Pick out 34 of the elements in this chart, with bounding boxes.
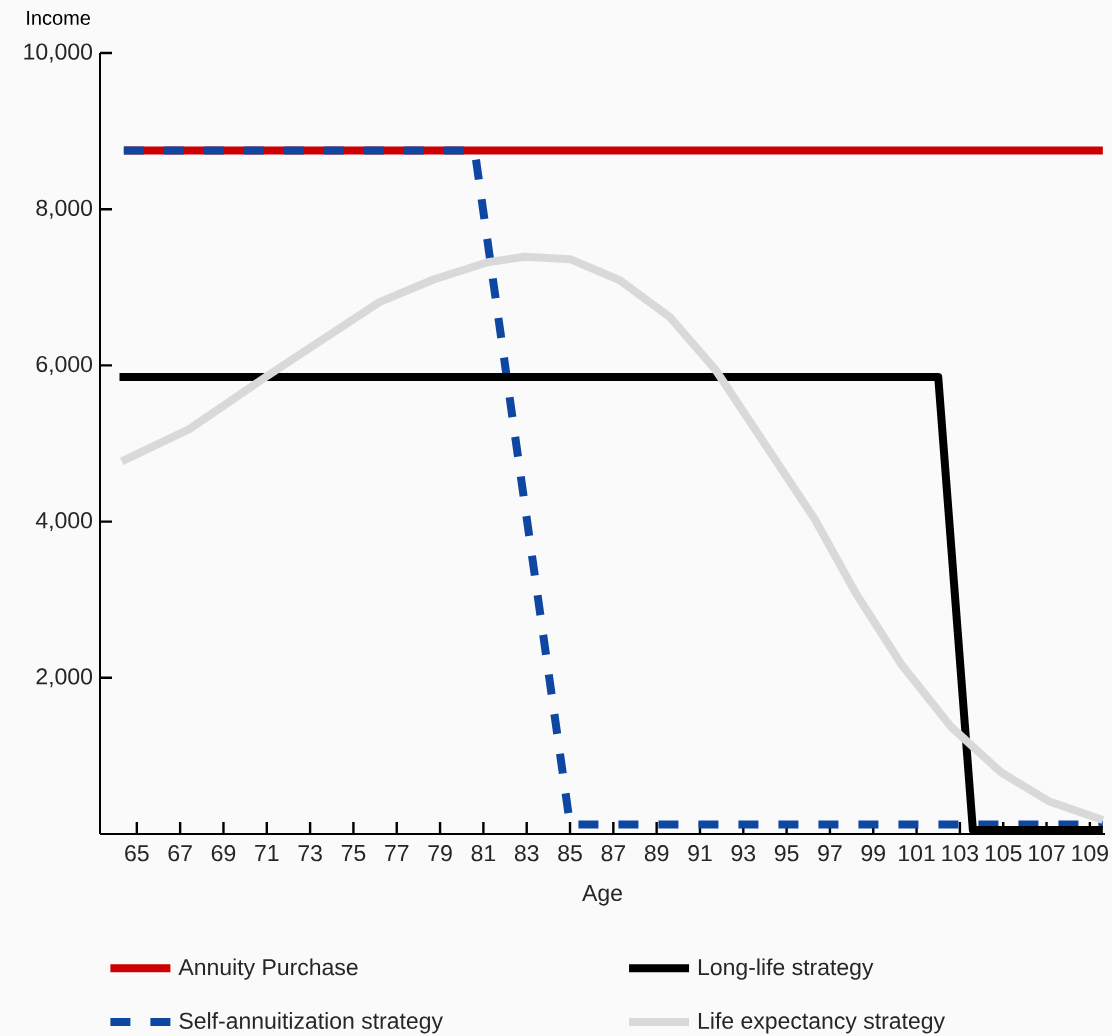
- x-tick-label: 65: [125, 845, 149, 862]
- x-tick-label: 75: [341, 845, 366, 862]
- legend-label: Annuity Purchase: [178, 958, 358, 980]
- x-tick-label: 97: [818, 845, 842, 862]
- x-tick-label: 67: [168, 845, 192, 862]
- x-tick-label: 73: [298, 845, 322, 862]
- x-tick-label: 107: [1029, 845, 1065, 862]
- x-tick-label: 101: [899, 845, 935, 862]
- x-tick-label: 79: [428, 845, 452, 862]
- x-tick-label: 69: [211, 845, 236, 862]
- legend-label: Life expectancy strategy: [698, 1012, 945, 1034]
- x-tick-label: 109: [1072, 845, 1108, 862]
- x-axis-title: Age: [582, 885, 622, 906]
- x-tick-label: 89: [644, 845, 669, 862]
- y-axis-title: Income: [27, 10, 91, 25]
- x-tick-label: 103: [942, 845, 979, 862]
- legend-label: Long-life strategy: [698, 958, 874, 980]
- x-tick-label: 105: [985, 845, 1022, 862]
- x-tick-label: 87: [601, 845, 625, 862]
- x-tick-label: 95: [774, 845, 799, 862]
- y-tick-label: 10,000: [24, 43, 93, 63]
- x-tick-label: 77: [385, 845, 409, 861]
- y-tick-label: 2,000: [36, 668, 93, 688]
- y-tick-label: 8,000: [36, 199, 93, 219]
- x-tick-label: 91: [688, 845, 712, 862]
- y-tick-label: 6,000: [36, 355, 93, 375]
- x-tick-label: 85: [558, 845, 582, 862]
- x-tick-label: 81: [471, 845, 496, 862]
- y-tick-label: 4,000: [35, 512, 93, 532]
- x-tick-label: 99: [861, 845, 885, 862]
- legend-label: Self-annuitization strategy: [179, 1012, 443, 1034]
- x-tick-label: 71: [255, 845, 279, 861]
- x-tick-label: 83: [514, 845, 539, 862]
- x-tick-label: 93: [731, 845, 756, 862]
